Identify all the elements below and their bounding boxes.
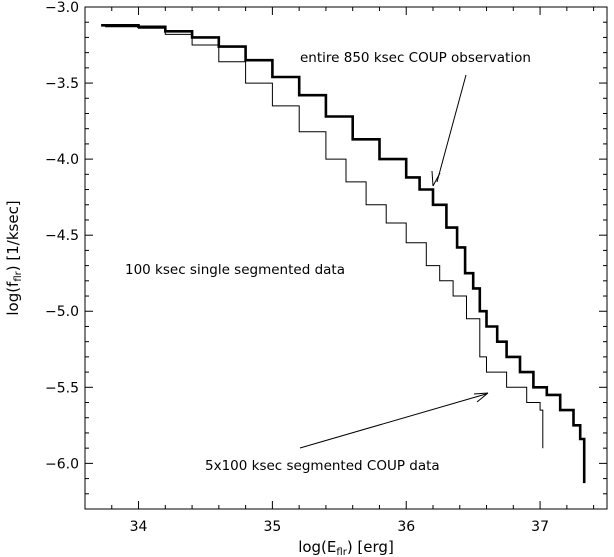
- y-tick-label: −5.5: [45, 380, 79, 396]
- x-tick-label: 34: [130, 519, 148, 535]
- y-tick-label: −3.0: [45, 0, 79, 16]
- annotation-entire-observation: entire 850 ksec COUP observation: [300, 50, 531, 66]
- y-tick-label: −3.5: [45, 76, 79, 92]
- x-tick-label: 37: [531, 519, 549, 535]
- annotation-arrowhead-segmented-coup: [473, 392, 489, 403]
- annotation-single-segmented: 100 ksec single segmented data: [125, 262, 345, 278]
- y-tick-label: −6.0: [45, 456, 79, 472]
- series-line-entire-850-ksec-coup-observation: [101, 24, 586, 484]
- y-tick-label: −5.0: [45, 304, 79, 320]
- x-axis-title: log(Eflr) [erg]: [298, 538, 394, 557]
- y-tick-label: −4.5: [45, 228, 79, 244]
- series-line-5x100-ksec-segmented-coup-data: [105, 26, 544, 449]
- annotation-segmented-coup: 5x100 ksec segmented COUP data: [205, 458, 440, 474]
- annotation-arrow-segmented-coup: [299, 393, 487, 449]
- x-tick-label: 35: [263, 519, 281, 535]
- y-tick-label: −4.0: [45, 152, 79, 168]
- axis-ticks: 34 35 36 37 −3.0 −3.5 −4.0 −4.5 −5.0 −5.5 −6.0: [45, 0, 607, 535]
- plot-frame: [84, 6, 608, 510]
- series-layer: [101, 24, 586, 484]
- x-tick-label: 36: [397, 519, 415, 535]
- y-axis-title: log(fflr) [1/ksec]: [4, 200, 24, 315]
- annotation-arrow-entire-observation: [436, 74, 467, 183]
- annotation-arrowhead-entire-observation: [431, 170, 441, 187]
